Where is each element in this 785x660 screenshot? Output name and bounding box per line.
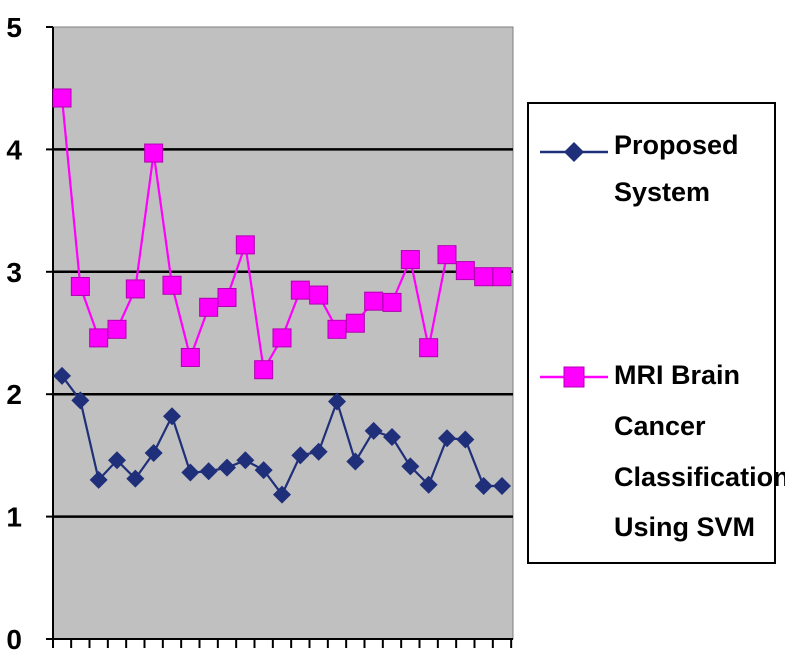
data-point-square [290,280,310,300]
data-point-diamond [401,457,420,476]
data-point-square [144,143,164,163]
data-point-diamond [438,429,456,448]
data-point-diamond [199,462,218,481]
data-point-square [474,267,494,287]
legend-label-svm-line-3: Classification [614,462,785,492]
data-point-diamond [493,477,511,495]
series-proposed-system [53,366,511,504]
data-point-diamond [346,452,365,471]
legend-entry-mri-svm: MRI Brain Cancer Classification Using SV… [540,360,785,542]
gridlines [53,148,513,518]
data-point-square [364,291,384,311]
legend: Proposed System MRI Brain Cancer Classif… [527,102,785,564]
data-point-square [309,285,329,305]
legend-label-svm-line-2: Cancer [614,411,706,441]
y-tick-label: 0 [6,624,22,655]
data-point-diamond [309,442,328,461]
data-point-diamond [456,430,475,449]
axes: 0 1 2 3 4 5 [6,12,513,655]
y-tick-label: 4 [6,134,22,165]
data-point-diamond [108,451,126,470]
data-point-diamond [89,470,108,489]
y-tick-label: 5 [6,12,22,43]
data-point-diamond [181,463,200,482]
data-point-square [327,319,347,339]
series-group [52,88,512,504]
data-point-diamond [291,446,310,465]
data-point-square [235,235,255,255]
data-point-diamond [419,475,438,494]
data-point-square [217,288,237,308]
data-point-square [52,88,72,108]
legend-label-svm-line-1: MRI Brain [614,360,740,390]
data-point-diamond [53,366,71,385]
data-point-square [162,275,182,295]
data-point-square [382,292,402,312]
data-point-diamond [236,451,255,470]
legend-entry-proposed-system: Proposed System [540,130,739,207]
legend-label-proposed-line-2: System [614,177,710,207]
data-point-square [455,261,475,281]
data-point-square [107,319,127,339]
data-point-square [125,279,145,299]
data-point-diamond [163,407,181,426]
data-point-diamond [218,458,236,477]
series-mri-svm [52,88,512,380]
data-point-square [437,245,457,265]
data-point-square [70,276,90,296]
legend-marker-diamond-icon [564,142,584,162]
y-tick-label: 3 [6,257,22,288]
data-point-square [254,360,274,380]
legend-label-svm-line-4: Using SVM [614,512,755,542]
data-point-diamond [71,391,90,410]
data-point-square [272,328,292,348]
data-point-square [492,267,512,287]
data-point-diamond [328,392,346,411]
y-tick-label: 1 [6,502,22,533]
legend-box [527,102,776,564]
data-point-diamond [254,461,273,480]
data-point-diamond [474,477,493,495]
legend-marker-square-icon [563,366,585,388]
data-point-square [89,328,109,348]
data-point-diamond [273,485,291,504]
data-point-diamond [364,421,383,440]
data-point-diamond [126,469,145,488]
y-tick-label: 2 [6,379,22,410]
data-point-square [199,297,219,317]
data-point-square [419,338,439,358]
data-point-square [400,250,420,270]
data-point-diamond [144,443,163,462]
data-point-square [345,313,365,333]
data-point-diamond [383,428,401,447]
legend-label-proposed-line-1: Proposed [614,130,739,160]
data-point-square [180,347,200,367]
